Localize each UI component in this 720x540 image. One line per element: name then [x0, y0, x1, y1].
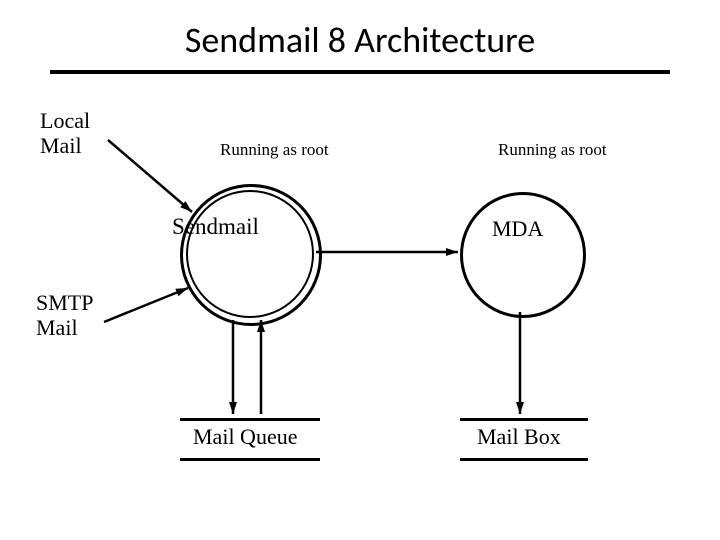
node-label-mail-box: Mail Box: [477, 424, 561, 450]
node-label-mda: MDA: [492, 216, 543, 242]
node-mail-queue-top: [180, 418, 320, 421]
node-mail-box-top: [460, 418, 588, 421]
page-title: Sendmail 8 Architecture: [0, 18, 720, 62]
title-underline: [50, 70, 670, 74]
node-label-mail-queue: Mail Queue: [193, 424, 297, 450]
label-local-mail: Local Mail: [40, 108, 90, 159]
node-sendmail-inner: [186, 190, 314, 318]
arrows-layer: [0, 0, 720, 540]
node-mail-box-bottom: [460, 458, 588, 461]
annotation-running-root-left: Running as root: [220, 140, 329, 160]
node-mda: [460, 192, 586, 318]
node-label-sendmail: Sendmail: [172, 214, 259, 240]
annotation-running-root-right: Running as root: [498, 140, 607, 160]
label-smtp-mail: SMTP Mail: [36, 290, 93, 341]
node-mail-queue-bottom: [180, 458, 320, 461]
